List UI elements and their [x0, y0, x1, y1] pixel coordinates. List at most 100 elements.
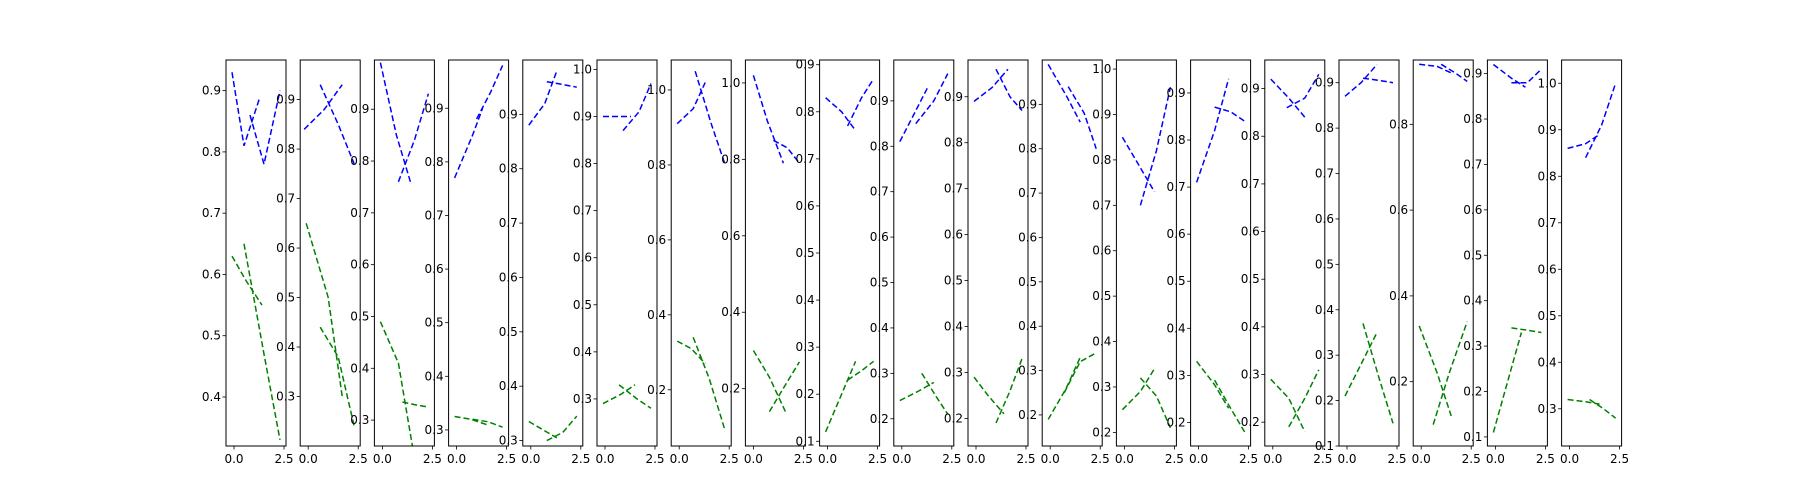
- subplot-grid: 0.4 0.5 0.6 0.7 0.8 0.9 0.0 2.5 0.3 0.4 0.5 0.6 0.7 0…: [202, 58, 1629, 466]
- blue-series-line: [773, 139, 800, 164]
- x-tick-label: 0.0: [1486, 452, 1505, 466]
- blue-series-line: [1440, 63, 1468, 83]
- subplot-13: 0.2 0.3 0.4 0.5 0.6 0.7 0.8 0.9 1.0 0.0 2.5: [1092, 59, 1184, 466]
- axes-frame: [1041, 59, 1103, 447]
- y-tick-label: 0.3: [1092, 380, 1111, 394]
- x-tick-label: 0.0: [1412, 452, 1431, 466]
- y-tick-label: 0.7: [1538, 216, 1557, 230]
- y-tick-label: 0.3: [870, 366, 889, 380]
- green-series-line: [1344, 332, 1378, 397]
- x-tick-label: 2.5: [794, 452, 813, 466]
- axes-frame: [670, 59, 732, 447]
- x-tick-label: 0.0: [892, 452, 911, 466]
- y-tick-label: 0.8: [1241, 129, 1260, 143]
- x-tick-label: 2.5: [1536, 452, 1555, 466]
- blue-series-line: [546, 80, 577, 88]
- green-series-line: [1196, 360, 1230, 409]
- y-tick-label: 0.8: [425, 155, 444, 169]
- subplot-6: 0.3 0.4 0.5 0.6 0.7 0.8 0.9 1.0 0.0 2.5: [573, 59, 665, 466]
- y-tick-label: 0.3: [1538, 402, 1557, 416]
- x-tick-label: 2.5: [942, 452, 961, 466]
- y-tick-label: 0.4: [276, 340, 295, 354]
- x-tick-label: 0.0: [373, 452, 392, 466]
- y-tick-label: 0.3: [944, 365, 963, 379]
- y-tick-label: 0.4: [1463, 294, 1482, 308]
- green-series-line: [1063, 352, 1097, 394]
- y-tick-label: 0.2: [1315, 394, 1334, 408]
- y-tick-label: 0.2: [944, 411, 963, 425]
- y-tick-label: 0.7: [202, 206, 221, 220]
- y-tick-label: 0.6: [647, 233, 666, 247]
- y-tick-label: 0.5: [1315, 257, 1334, 271]
- y-tick-label: 0.8: [350, 154, 369, 168]
- axes-frame: [299, 59, 361, 447]
- blue-series-line: [995, 68, 1023, 111]
- blue-series-line: [1419, 63, 1452, 74]
- y-tick-label: 0.6: [276, 241, 295, 255]
- axes-frame: [1338, 59, 1400, 447]
- y-tick-label: 0.4: [350, 361, 369, 375]
- x-tick-label: 2.5: [720, 452, 739, 466]
- blue-series-line: [1214, 106, 1246, 122]
- x-tick-label: 0.0: [521, 452, 540, 466]
- axes-frame: [744, 59, 806, 447]
- y-tick-label: 0.9: [202, 84, 221, 98]
- y-tick-label: 1.0: [573, 62, 592, 76]
- y-tick-label: 0.5: [573, 298, 592, 312]
- green-series-line: [921, 372, 949, 415]
- green-series-line: [305, 223, 343, 397]
- y-tick-label: 0.3: [796, 340, 815, 354]
- y-tick-label: 0.6: [1538, 262, 1557, 276]
- x-tick-label: 2.5: [1016, 452, 1035, 466]
- green-series-line: [379, 321, 414, 446]
- y-tick-label: 0.3: [1463, 339, 1482, 353]
- x-tick-label: 0.0: [744, 452, 763, 466]
- y-tick-label: 0.1: [796, 434, 815, 448]
- blue-series-line: [915, 73, 949, 125]
- green-series-line: [528, 420, 558, 439]
- subplot-3: 0.3 0.4 0.5 0.6 0.7 0.8 0.9 0.0 2.5: [350, 59, 442, 466]
- y-tick-label: 0.8: [870, 139, 889, 153]
- subplot-19: 0.3 0.4 0.5 0.6 0.7 0.8 0.9 1.0 0.0 2.5: [1538, 59, 1629, 466]
- subplot-14: 0.2 0.3 0.4 0.5 0.6 0.7 0.8 0.9 0.0 2.5: [1167, 59, 1258, 466]
- axes-frame: [596, 59, 658, 447]
- y-tick-label: 0.4: [202, 390, 221, 404]
- y-tick-label: 0.8: [573, 157, 592, 171]
- subplot-7: 0.2 0.4 0.6 0.8 1.0 0.0 2.5: [647, 59, 739, 466]
- x-tick-label: 2.5: [497, 452, 516, 466]
- y-tick-label: 0.6: [1463, 203, 1482, 217]
- blue-series-line: [453, 108, 484, 179]
- x-tick-label: 2.5: [868, 452, 887, 466]
- y-tick-label: 0.6: [1241, 225, 1260, 239]
- green-series-line: [973, 376, 1005, 415]
- blue-series-line: [1121, 136, 1156, 193]
- x-tick-label: 2.5: [645, 452, 664, 466]
- y-tick-label: 0.5: [202, 329, 221, 343]
- y-tick-label: 0.7: [350, 206, 369, 220]
- y-tick-label: 0.9: [499, 107, 518, 121]
- y-tick-label: 0.6: [1389, 203, 1408, 217]
- y-tick-label: 0.9: [425, 101, 444, 115]
- x-tick-label: 0.0: [447, 452, 466, 466]
- blue-series-line: [1067, 86, 1097, 149]
- green-series-line: [1492, 332, 1523, 433]
- y-tick-label: 0.4: [1241, 320, 1260, 334]
- y-tick-label: 1.0: [721, 76, 740, 90]
- blue-series-line: [846, 78, 875, 127]
- y-tick-label: 0.4: [796, 293, 815, 307]
- subplot-9: 0.1 0.2 0.3 0.4 0.5 0.6 0.7 0.8 0.9 0.0 2.5: [796, 58, 888, 466]
- y-tick-label: 0.7: [796, 152, 815, 166]
- blue-series-line: [303, 84, 343, 130]
- axes-frame: [522, 59, 584, 447]
- y-tick-label: 0.6: [870, 230, 889, 244]
- y-tick-label: 0.7: [870, 185, 889, 199]
- y-tick-label: 0.4: [1018, 319, 1037, 333]
- y-tick-label: 0.5: [944, 274, 963, 288]
- y-tick-label: 0.8: [944, 136, 963, 150]
- axes-frame: [1561, 59, 1623, 447]
- y-tick-label: 0.9: [1538, 123, 1557, 137]
- blue-series-line: [1362, 77, 1394, 84]
- y-tick-label: 0.6: [1167, 227, 1186, 241]
- y-tick-label: 0.3: [1315, 348, 1334, 362]
